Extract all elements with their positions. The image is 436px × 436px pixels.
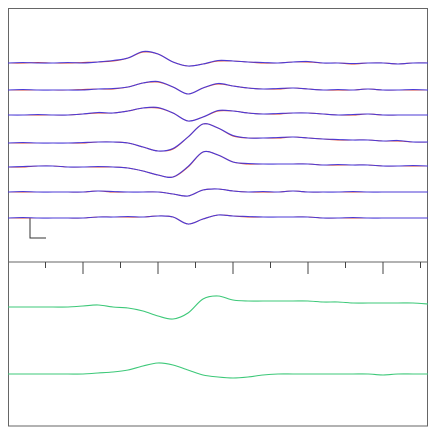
scale-bar (29, 218, 46, 239)
trace (7, 188, 428, 197)
trace (7, 295, 429, 320)
trace (7, 50, 429, 67)
trace (7, 150, 429, 178)
top-panel (8, 8, 428, 263)
trace (7, 123, 429, 152)
bottom-panel (8, 261, 428, 427)
trace (8, 214, 428, 225)
trace (7, 362, 429, 379)
trace (7, 80, 429, 95)
trace (7, 106, 428, 122)
trace (7, 214, 428, 225)
trace (7, 51, 429, 67)
